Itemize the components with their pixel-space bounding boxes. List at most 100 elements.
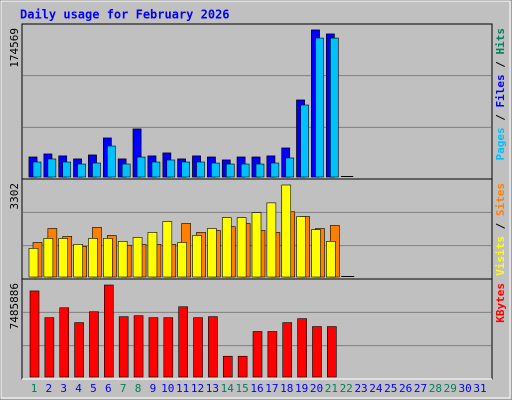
x-tick-label: 21	[325, 382, 338, 395]
bar	[28, 248, 39, 278]
bar	[345, 176, 354, 177]
bar	[315, 37, 324, 178]
legend-entry: KBytes	[494, 283, 507, 323]
bar	[166, 159, 176, 178]
bar	[177, 242, 187, 278]
legend-entry: Sites	[494, 183, 507, 216]
bar	[208, 316, 218, 378]
x-tick-label: 19	[295, 382, 308, 395]
x-tick-label: 28	[429, 382, 442, 395]
x-tick-label: 13	[206, 382, 219, 395]
x-tick-label: 24	[369, 382, 383, 395]
bar	[104, 284, 114, 378]
legend-entry: Hits	[494, 28, 507, 55]
bar	[236, 217, 247, 278]
bar	[326, 241, 336, 278]
bar	[222, 355, 233, 378]
bar	[207, 228, 217, 278]
bar	[267, 331, 278, 378]
bar	[136, 156, 146, 178]
x-tick-label: 15	[236, 382, 249, 395]
x-tick-label: 31	[473, 382, 486, 395]
bar	[121, 163, 131, 178]
legend-entry: Visits	[494, 236, 507, 276]
bar	[297, 318, 307, 378]
bar	[32, 161, 42, 178]
x-tick-label: 11	[176, 382, 189, 395]
bar	[44, 317, 55, 378]
bar	[251, 212, 262, 278]
x-tick-label: 30	[459, 382, 472, 395]
x-tick-label: 9	[150, 382, 157, 395]
bar	[132, 237, 143, 278]
y-max-label: 174569	[8, 28, 21, 68]
x-tick-label: 6	[105, 382, 112, 395]
bar	[252, 331, 263, 378]
legend-entry: Pages	[494, 127, 507, 160]
x-tick-label: 20	[310, 382, 323, 395]
x-tick-label: 5	[90, 382, 97, 395]
bar	[300, 104, 309, 178]
x-tick-label: 16	[250, 382, 263, 395]
bar	[266, 202, 277, 278]
bar	[151, 161, 161, 178]
x-tick-label: 7	[120, 382, 127, 395]
x-tick-label: 12	[191, 382, 204, 395]
bar	[117, 241, 128, 278]
legend-separator: /	[494, 108, 507, 128]
bar	[221, 217, 232, 278]
bar	[225, 163, 235, 178]
bar	[47, 158, 57, 178]
bar	[107, 145, 116, 178]
x-tick-label: 27	[414, 382, 427, 395]
bar	[162, 221, 173, 278]
bar	[88, 238, 98, 278]
bar	[255, 163, 265, 178]
bar	[327, 326, 337, 378]
bar	[59, 307, 70, 378]
legend: KBytes	[494, 283, 507, 323]
bar	[285, 157, 295, 178]
bar	[270, 162, 280, 178]
bar	[163, 317, 174, 378]
x-tick-label: 25	[384, 382, 397, 395]
bar	[330, 37, 339, 178]
x-tick-label: 3	[60, 382, 67, 395]
y-max-label: 3302	[8, 183, 21, 210]
bar	[103, 238, 113, 278]
x-tick-label: 10	[161, 382, 174, 395]
bar	[133, 315, 144, 378]
bar	[58, 238, 69, 278]
x-tick-label: 29	[444, 382, 457, 395]
bar	[240, 163, 250, 178]
x-tick-label: 8	[135, 382, 142, 395]
bar	[211, 162, 220, 178]
x-tick-label: 17	[265, 382, 278, 395]
bar	[296, 216, 306, 278]
legend: Visits / Sites	[494, 183, 507, 276]
chart-title: Daily usage for February 2026	[20, 8, 230, 22]
bar	[193, 317, 203, 378]
legend: Pages / Files / Hits	[494, 28, 507, 161]
bar	[196, 161, 205, 178]
bar	[281, 184, 292, 278]
bar	[311, 229, 321, 278]
bar	[181, 161, 190, 178]
bar	[74, 322, 84, 378]
x-tick-label: 14	[221, 382, 235, 395]
bar	[62, 161, 72, 178]
y-max-label: 7485886	[8, 283, 21, 329]
bar	[43, 238, 54, 278]
bar	[178, 306, 188, 378]
panel	[21, 23, 493, 180]
x-tick-label: 22	[340, 382, 353, 395]
legend-separator: /	[494, 55, 507, 75]
bar	[147, 232, 158, 278]
bar	[192, 235, 202, 278]
bar	[92, 162, 101, 178]
x-tick-label: 1	[31, 382, 38, 395]
bar	[282, 322, 293, 378]
bar	[77, 163, 86, 178]
